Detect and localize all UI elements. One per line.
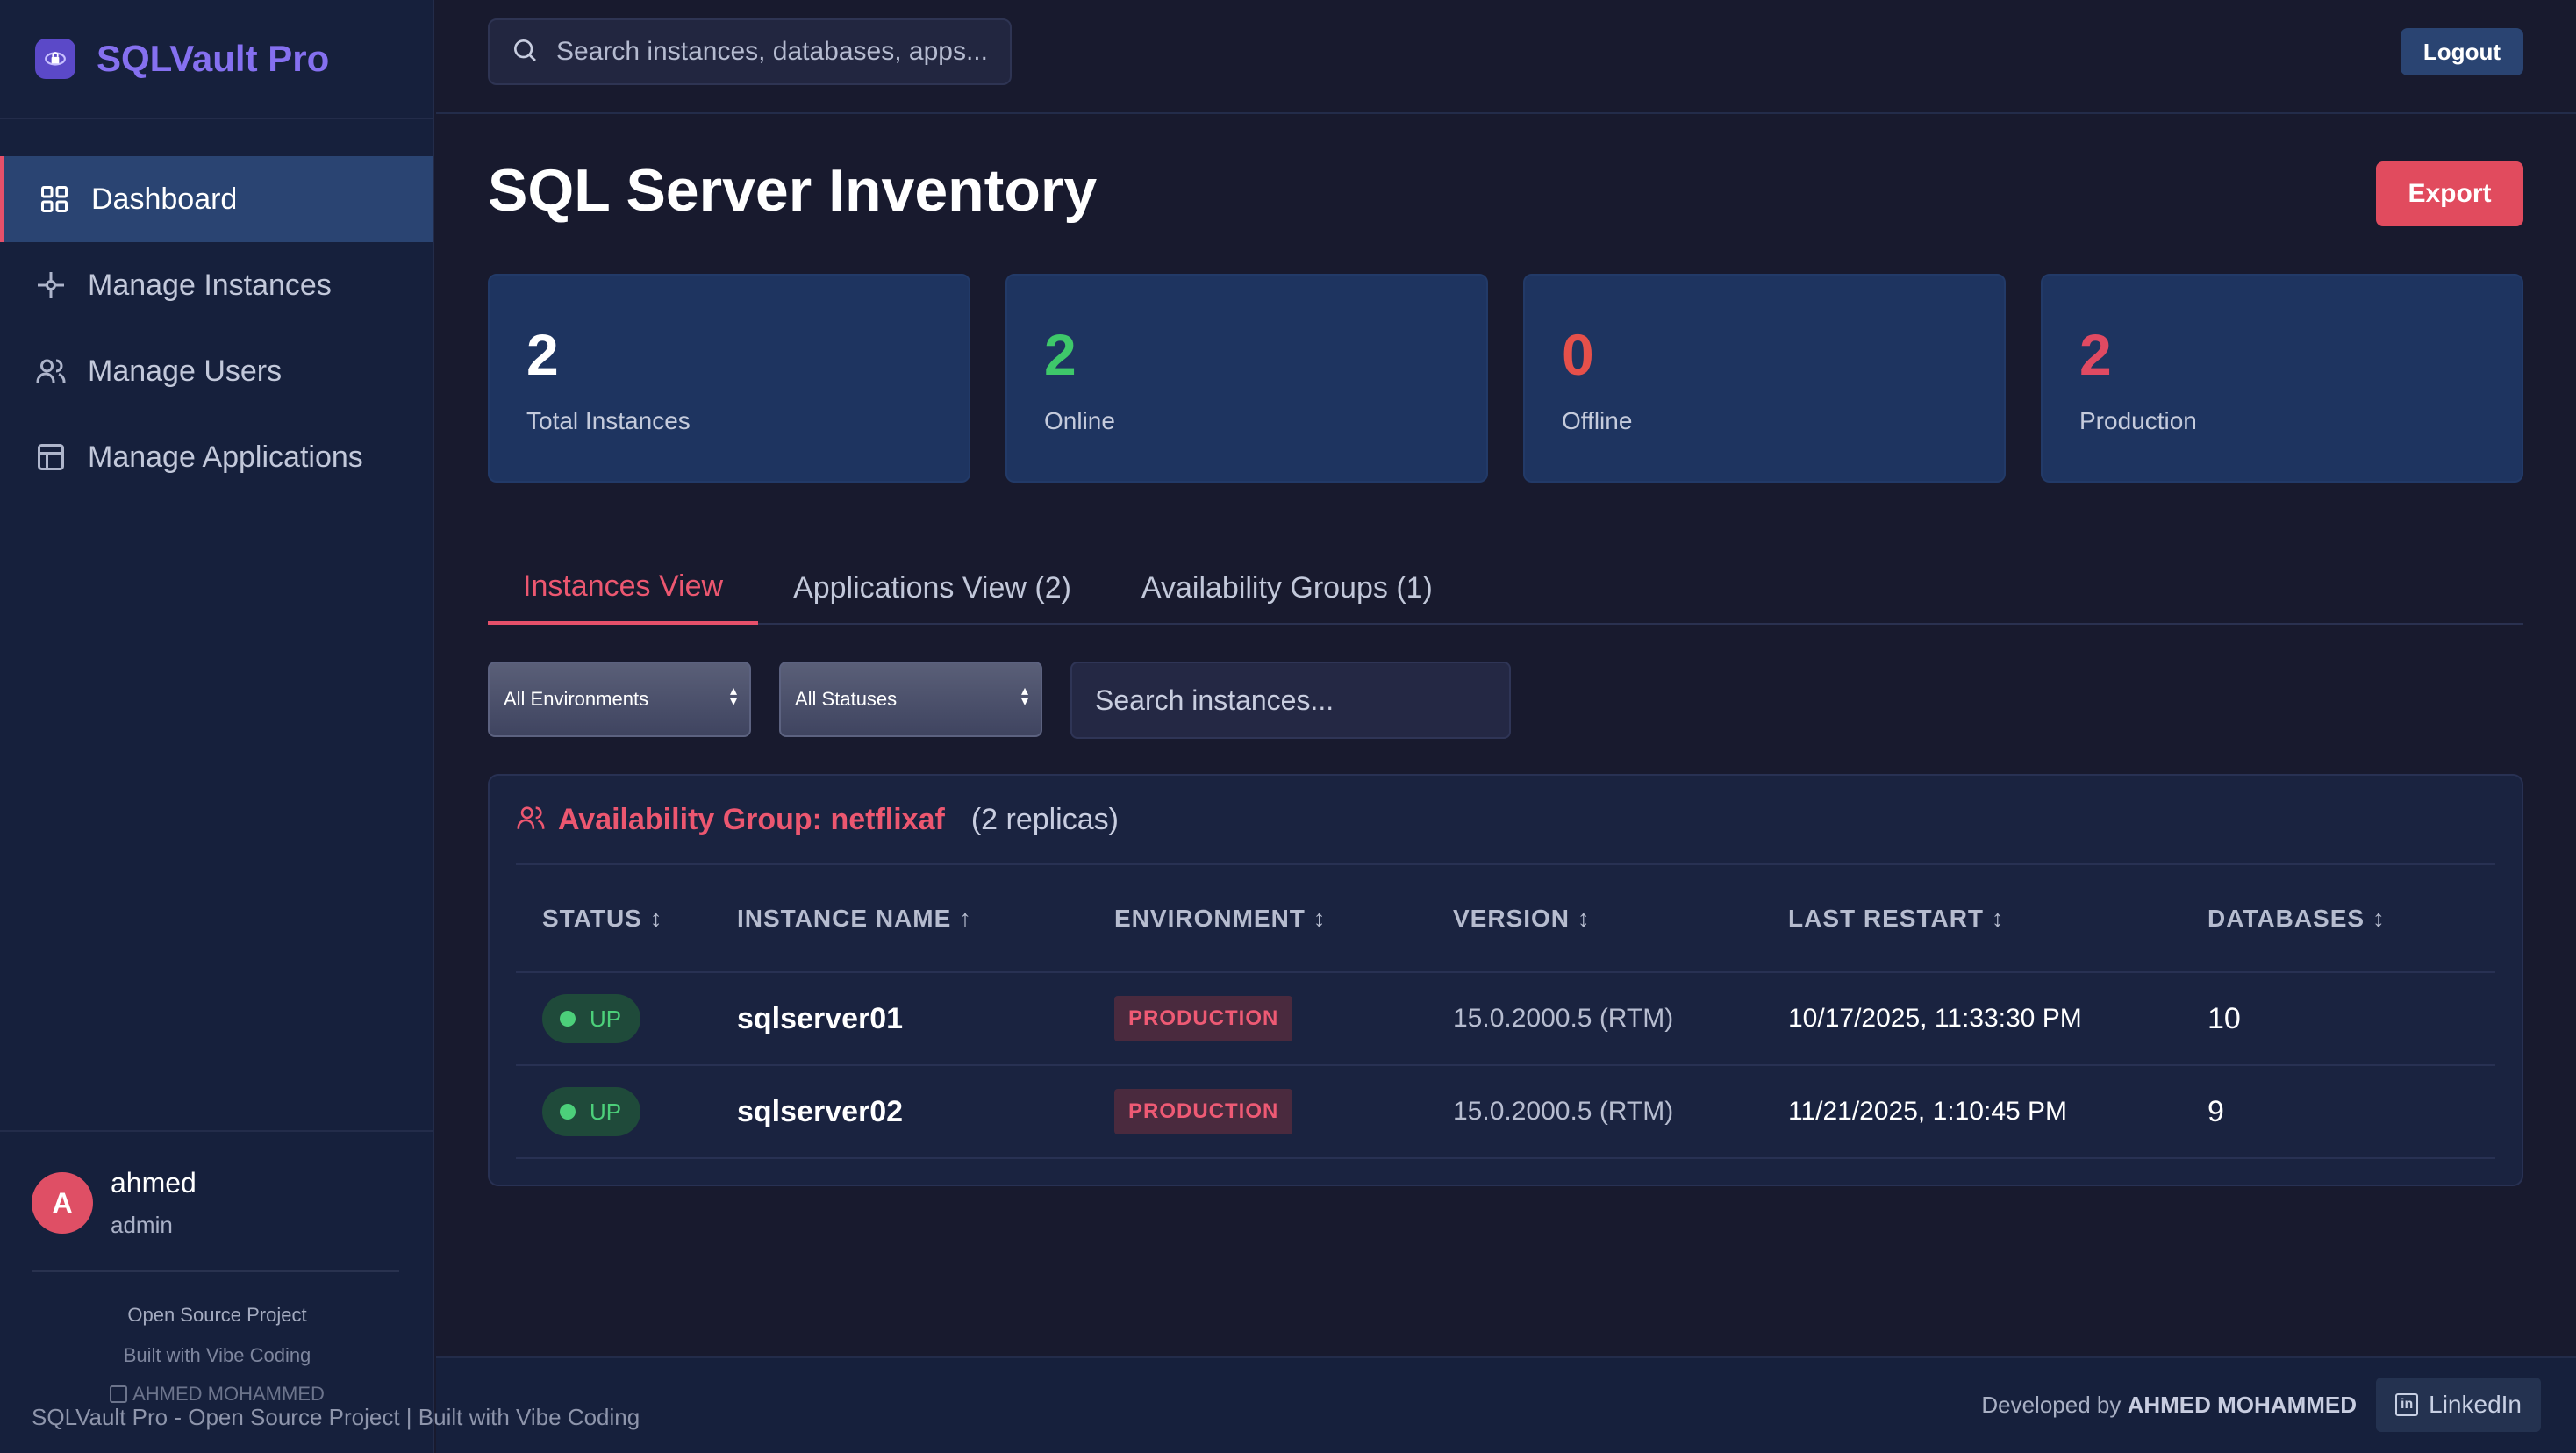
tab-instances-view[interactable]: Instances View	[488, 551, 759, 625]
version-text: 15.0.2000.5 (RTM)	[1453, 1004, 1674, 1033]
footer-left-text: SQLVault Pro - Open Source Project | Bui…	[32, 1404, 640, 1430]
linkedin-icon: in	[2395, 1393, 2419, 1416]
sidebar-item-label: Manage Instances	[88, 268, 332, 302]
status-badge: UP	[542, 1087, 641, 1136]
export-button[interactable]: Export	[2376, 161, 2523, 226]
view-tabs: Instances View Applications View (2) Ava…	[488, 551, 2523, 625]
network-icon	[33, 268, 68, 303]
tab-applications-view[interactable]: Applications View (2)	[793, 570, 1071, 605]
stat-total-instances: 2 Total Instances	[488, 274, 970, 483]
stat-production: 2 Production	[2041, 274, 2523, 483]
replica-count: (2 replicas)	[970, 802, 1119, 836]
sidebar-footer-line1: Open Source Project	[127, 1304, 307, 1326]
filters-bar: All Environments All Statuses Search ins…	[488, 662, 1511, 739]
availability-group-card: Availability Group: netflixaf (2 replica…	[488, 774, 2523, 1186]
stat-value: 2	[526, 322, 559, 387]
databases-count: 9	[2207, 1094, 2224, 1128]
status-dot-icon	[560, 1104, 576, 1120]
instance-search-input[interactable]: Search instances...	[1070, 662, 1511, 739]
tab-availability-groups[interactable]: Availability Groups (1)	[1141, 570, 1433, 605]
app-title: SQLVault Pro	[97, 38, 330, 79]
sidebar-item-manage-applications[interactable]: Manage Applications	[0, 414, 433, 500]
sidebar-footer-line2: Built with Vibe Coding	[123, 1344, 311, 1366]
linkedin-icon	[110, 1385, 128, 1403]
column-header-instance-name[interactable]: INSTANCE NAME ↑	[737, 865, 1114, 973]
sidebar: SQLVault Pro Dashboard Manage Instances …	[0, 0, 434, 1453]
stat-value: 0	[1562, 322, 1594, 387]
version-text: 15.0.2000.5 (RTM)	[1453, 1097, 1674, 1126]
stat-label: Online	[1044, 407, 1115, 434]
avatar: A	[32, 1172, 93, 1234]
stat-offline: 0 Offline	[1523, 274, 2006, 483]
last-restart-text: 10/17/2025, 11:33:30 PM	[1788, 1004, 2082, 1033]
user-name: ahmed	[111, 1167, 197, 1199]
instance-name-link[interactable]: sqlserver01	[737, 1001, 904, 1035]
stat-label: Total Instances	[526, 407, 691, 434]
instances-table: STATUS ↕ INSTANCE NAME ↑ ENVIRONMENT ↕ V…	[516, 865, 2495, 1159]
stat-label: Offline	[1562, 407, 1633, 434]
page-title: SQL Server Inventory	[488, 157, 1098, 224]
vault-icon	[35, 39, 75, 79]
sidebar-nav: Dashboard Manage Instances Manage Users …	[0, 119, 433, 500]
author-name: AHMED MOHAMMED	[2127, 1392, 2357, 1418]
author-name: AHMED MOHAMMED	[132, 1383, 325, 1405]
page-footer	[436, 1356, 2576, 1453]
group-title: Availability Group: netflixaf	[558, 802, 945, 836]
grid-icon	[37, 182, 72, 217]
footer-credit: Developed by AHMED MOHAMMED	[1981, 1392, 2357, 1419]
linkedin-button[interactable]: in LinkedIn	[2376, 1378, 2541, 1432]
column-header-version[interactable]: VERSION ↕	[1453, 865, 1788, 973]
layout-icon	[33, 440, 68, 475]
stats-row: 2 Total Instances 2 Online 0 Offline 2 P…	[488, 274, 2523, 483]
column-header-last-restart[interactable]: LAST RESTART ↕	[1788, 865, 2207, 973]
status-text: UP	[590, 1005, 622, 1032]
sidebar-item-manage-instances[interactable]: Manage Instances	[0, 242, 433, 328]
linkedin-label: LinkedIn	[2429, 1391, 2522, 1418]
global-search[interactable]	[488, 18, 1012, 85]
sidebar-item-dashboard[interactable]: Dashboard	[0, 156, 433, 242]
sidebar-footer-author[interactable]: AHMED MOHAMMED	[0, 1383, 434, 1406]
table-row[interactable]: UP sqlserver02 PRODUCTION 15.0.2000.5 (R…	[516, 1065, 2495, 1159]
column-header-databases[interactable]: DATABASES ↕	[2207, 865, 2495, 973]
users-icon	[33, 354, 68, 389]
last-restart-text: 11/21/2025, 1:10:45 PM	[1788, 1097, 2068, 1126]
environment-badge: PRODUCTION	[1114, 1089, 1293, 1134]
developed-by-text: Developed by	[1981, 1392, 2122, 1418]
environment-badge: PRODUCTION	[1114, 996, 1293, 1041]
column-header-environment[interactable]: ENVIRONMENT ↕	[1114, 865, 1453, 973]
stat-value: 2	[1044, 322, 1077, 387]
sidebar-item-label: Dashboard	[91, 182, 238, 216]
stat-label: Production	[2079, 407, 2197, 434]
table-row[interactable]: UP sqlserver01 PRODUCTION 15.0.2000.5 (R…	[516, 972, 2495, 1066]
instance-name-link[interactable]: sqlserver02	[737, 1094, 904, 1128]
group-header: Availability Group: netflixaf (2 replica…	[516, 776, 2495, 865]
brand[interactable]: SQLVault Pro	[0, 0, 433, 119]
logout-button[interactable]: Logout	[2400, 28, 2523, 75]
stat-online: 2 Online	[1005, 274, 1488, 483]
search-icon	[511, 36, 539, 68]
sidebar-item-label: Manage Users	[88, 354, 283, 388]
table-header-row: STATUS ↕ INSTANCE NAME ↑ ENVIRONMENT ↕ V…	[516, 865, 2495, 973]
sidebar-item-label: Manage Applications	[88, 440, 363, 474]
environment-select[interactable]: All Environments	[488, 662, 751, 737]
status-dot-icon	[560, 1011, 576, 1027]
divider	[32, 1270, 399, 1272]
sidebar-footer: A ahmed admin Open Source Project Built …	[0, 1130, 434, 1453]
status-text: UP	[590, 1098, 622, 1125]
databases-count: 10	[2207, 1001, 2241, 1035]
users-icon	[516, 803, 546, 837]
search-input[interactable]	[556, 37, 995, 67]
topbar: Logout	[436, 0, 2576, 114]
status-select[interactable]: All Statuses	[779, 662, 1042, 737]
sidebar-item-manage-users[interactable]: Manage Users	[0, 328, 433, 414]
status-badge: UP	[542, 994, 641, 1043]
stat-value: 2	[2079, 322, 2112, 387]
user-role: admin	[111, 1212, 173, 1238]
user-profile[interactable]: A ahmed admin	[0, 1132, 434, 1239]
column-header-status[interactable]: STATUS ↕	[516, 865, 737, 973]
